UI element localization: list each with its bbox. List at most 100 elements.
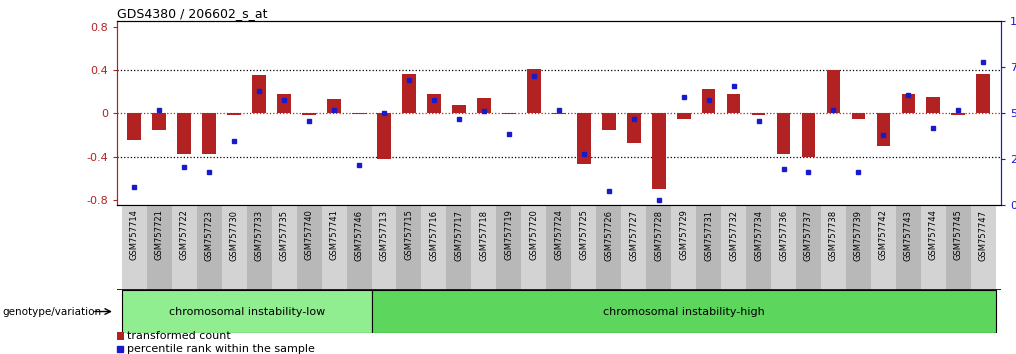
Bar: [372, 290, 996, 333]
Text: GSM757720: GSM757720: [529, 210, 538, 261]
Text: GSM757741: GSM757741: [329, 210, 338, 261]
Text: GSM757728: GSM757728: [654, 210, 663, 261]
Bar: [372, 205, 396, 290]
Bar: [402, 74, 416, 113]
Text: GSM757716: GSM757716: [430, 210, 439, 261]
Bar: [327, 99, 341, 113]
Bar: [976, 74, 991, 113]
Bar: [271, 205, 297, 290]
Text: GSM757743: GSM757743: [904, 210, 912, 261]
Text: GSM757717: GSM757717: [454, 210, 463, 261]
Bar: [702, 90, 715, 113]
Text: GSM757714: GSM757714: [130, 210, 139, 261]
Bar: [596, 205, 621, 290]
Bar: [877, 113, 890, 146]
Bar: [601, 113, 616, 130]
Bar: [346, 205, 372, 290]
Bar: [497, 205, 521, 290]
Bar: [726, 94, 741, 113]
Text: GSM757730: GSM757730: [230, 210, 239, 261]
Bar: [827, 70, 840, 113]
Text: GSM757744: GSM757744: [929, 210, 938, 261]
Bar: [228, 113, 241, 115]
Bar: [901, 94, 915, 113]
Bar: [721, 205, 746, 290]
Bar: [951, 113, 965, 115]
Text: genotype/variation: genotype/variation: [2, 307, 102, 316]
Text: GSM757718: GSM757718: [480, 210, 489, 261]
Bar: [621, 205, 646, 290]
Bar: [771, 205, 796, 290]
Text: GSM757740: GSM757740: [305, 210, 314, 261]
Text: chromosomal instability-low: chromosomal instability-low: [169, 307, 325, 316]
Bar: [146, 205, 172, 290]
Bar: [846, 205, 871, 290]
Bar: [322, 205, 346, 290]
Bar: [452, 105, 465, 113]
Text: GSM757746: GSM757746: [355, 210, 364, 261]
Bar: [627, 113, 640, 143]
Bar: [577, 113, 590, 164]
Bar: [122, 290, 372, 333]
Bar: [478, 98, 491, 113]
Bar: [446, 205, 471, 290]
Text: GSM757739: GSM757739: [853, 210, 863, 261]
Text: GSM757745: GSM757745: [954, 210, 963, 261]
Bar: [221, 205, 247, 290]
Text: percentile rank within the sample: percentile rank within the sample: [127, 343, 315, 354]
Bar: [776, 113, 790, 154]
Text: GSM757729: GSM757729: [679, 210, 688, 261]
Bar: [277, 94, 291, 113]
Bar: [672, 205, 696, 290]
Text: GSM757713: GSM757713: [380, 210, 388, 261]
Bar: [677, 113, 691, 119]
Text: GSM757747: GSM757747: [978, 210, 988, 261]
Bar: [802, 113, 816, 156]
Bar: [547, 205, 571, 290]
Bar: [821, 205, 846, 290]
Bar: [552, 113, 566, 114]
Text: GSM757727: GSM757727: [629, 210, 638, 261]
Bar: [396, 205, 422, 290]
Bar: [896, 205, 920, 290]
Bar: [521, 205, 547, 290]
Bar: [247, 205, 271, 290]
Bar: [652, 113, 665, 189]
Text: GSM757726: GSM757726: [605, 210, 614, 261]
Bar: [946, 205, 971, 290]
Bar: [471, 205, 497, 290]
Bar: [971, 205, 996, 290]
Text: GSM757722: GSM757722: [180, 210, 189, 261]
Text: GSM757715: GSM757715: [404, 210, 414, 261]
Bar: [796, 205, 821, 290]
Bar: [297, 205, 322, 290]
Text: GSM757724: GSM757724: [555, 210, 563, 261]
Bar: [871, 205, 896, 290]
Text: GSM757721: GSM757721: [154, 210, 164, 261]
Bar: [746, 205, 771, 290]
Bar: [302, 113, 316, 115]
Text: GSM757737: GSM757737: [804, 210, 813, 261]
Bar: [502, 113, 516, 114]
Text: GSM757733: GSM757733: [255, 210, 264, 261]
Bar: [117, 332, 124, 339]
Bar: [851, 113, 866, 119]
Bar: [752, 113, 765, 115]
Text: GSM757735: GSM757735: [279, 210, 289, 261]
Text: GSM757732: GSM757732: [729, 210, 738, 261]
Bar: [252, 75, 266, 113]
Bar: [377, 113, 391, 159]
Bar: [202, 113, 216, 154]
Bar: [152, 113, 167, 130]
Bar: [178, 113, 191, 154]
Bar: [646, 205, 672, 290]
Bar: [422, 205, 446, 290]
Text: GSM757723: GSM757723: [205, 210, 213, 261]
Text: GSM757725: GSM757725: [579, 210, 588, 261]
Bar: [127, 113, 141, 140]
Bar: [527, 69, 541, 113]
Text: GSM757742: GSM757742: [879, 210, 888, 261]
Bar: [172, 205, 197, 290]
Text: GSM757719: GSM757719: [504, 210, 513, 261]
Bar: [696, 205, 721, 290]
